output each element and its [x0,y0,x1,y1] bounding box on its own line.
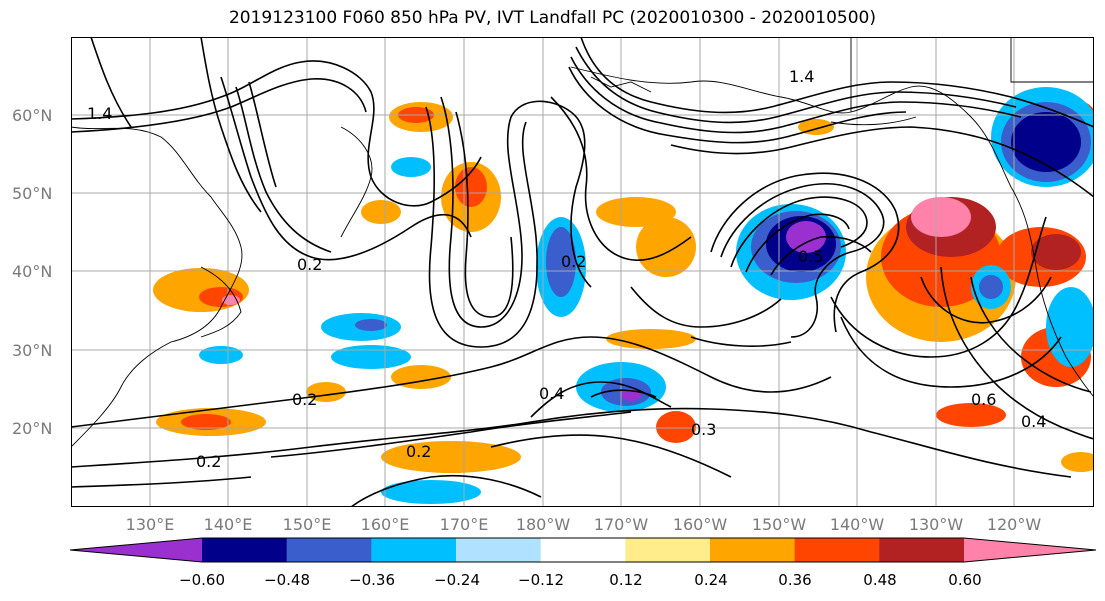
contour-label: 0.2 [292,390,317,409]
colorbar-cell [202,538,288,562]
colorbar-tick: 0.12 [609,571,643,589]
colorbar-tick: 0.48 [863,571,897,589]
colorbar [69,537,1097,563]
colorbar-outline [69,537,1097,563]
colorbar-tick: −0.24 [434,571,480,589]
contour-label: 0.2 [297,255,322,274]
colorbar-tick: −0.36 [349,571,395,589]
contour-label: 0.4 [539,384,564,403]
lat-label: 40°N [12,262,53,281]
colorbar-tick: 0.36 [778,571,812,589]
colorbar-cell [371,538,457,562]
lat-label: 20°N [12,419,53,438]
colorbar-cell [70,538,202,562]
colorbar-cell [964,538,1096,562]
lon-label: 130°E [125,515,175,534]
pv-contours [71,37,1094,507]
lon-label: 180°W [515,515,571,534]
lon-label: 150°W [751,515,807,534]
lon-label: 160°E [360,515,410,534]
lon-label: 170°W [593,515,649,534]
map-panel: 1.4 1.4 0.2 0.4 0.2 0.2 0.2 0.3 0.5 0.2 … [71,37,1094,507]
contour-label: 0.2 [196,452,221,471]
contour-label: 0.2 [406,442,431,461]
map-title: 2019123100 F060 850 hPa PV, IVT Landfall… [228,8,876,28]
lat-label: 60°N [12,106,53,125]
colorbar-cell [540,538,626,562]
lon-label: 120°W [986,515,1042,534]
lon-label: 160°W [672,515,728,534]
contour-label: 0.5 [798,247,823,266]
colorbar-cell [879,538,965,562]
contour-label: 0.3 [691,420,716,439]
colorbar-tick: −0.12 [518,571,564,589]
colorbar-tick: 0.24 [694,571,728,589]
lon-label: 150°E [282,515,332,534]
colorbar-cell [625,538,711,562]
contour-label: 0.6 [971,390,996,409]
pv-shading [153,87,1094,504]
contour-label: 0.4 [1021,412,1046,431]
colorbar-tick: 0.60 [948,571,982,589]
colorbar-tick: −0.48 [264,571,310,589]
lon-label: 170°E [439,515,489,534]
colorbar-cell [794,538,880,562]
colorbar-cell [456,538,542,562]
colorbar-cell [710,538,796,562]
lat-label: 50°N [12,184,53,203]
colorbar-cell [286,538,372,562]
lat-label: 30°N [12,341,53,360]
lon-label: 140°W [829,515,885,534]
lon-label: 140°E [203,515,253,534]
lon-label: 130°W [908,515,964,534]
contour-label: 1.4 [789,67,814,86]
graticule [71,37,1094,507]
colorbar-tick: −0.60 [179,571,225,589]
contour-label: 0.2 [561,252,586,271]
contour-label: 1.4 [87,104,112,123]
